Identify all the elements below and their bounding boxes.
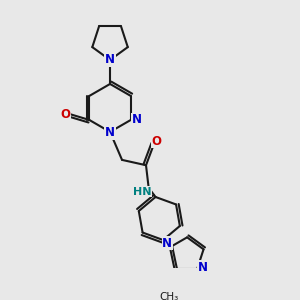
- Text: O: O: [60, 108, 70, 121]
- Text: O: O: [152, 135, 162, 148]
- Text: N: N: [105, 53, 115, 67]
- Text: N: N: [132, 113, 142, 126]
- Text: CH₃: CH₃: [159, 292, 178, 300]
- Text: N: N: [162, 237, 172, 250]
- Text: HN: HN: [133, 187, 151, 197]
- Text: N: N: [198, 261, 208, 274]
- Text: N: N: [105, 126, 115, 139]
